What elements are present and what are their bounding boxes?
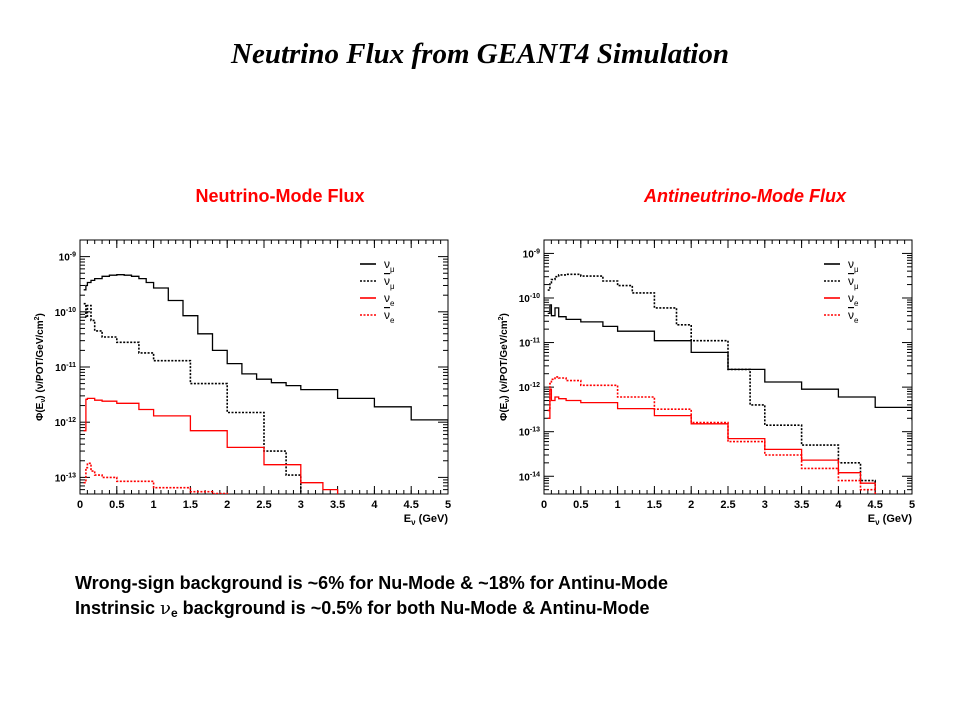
x-tick-label: 1.5 — [647, 499, 662, 511]
antineutrino-mode-flux-chart: 0 0.5 1 1.5 2 2.5 3 3.5 4 4.5 5 10-9 10-10 10-11 10-12… — [498, 239, 915, 527]
legend-label-3: νe — [384, 291, 395, 308]
x-tick-label: 2 — [688, 499, 694, 511]
y-tick-label: 10-11 — [519, 338, 540, 350]
y-tick-label: 10-14 — [519, 471, 540, 483]
slide-title: Neutrino Flux from GEANT4 Simulation — [231, 38, 729, 70]
x-tick-label: 0.5 — [573, 499, 588, 511]
x-tick-label: 3.5 — [330, 499, 345, 511]
x-tick-label: 2 — [224, 499, 230, 511]
legend-label-3: νe — [848, 291, 859, 308]
legend-label-4: νe — [384, 308, 395, 325]
x-tick-label: 5 — [445, 499, 451, 511]
x-tick-label: 3 — [298, 499, 304, 511]
background-notes: Wrong-sign background is ~6% for Nu-Mode… — [75, 571, 668, 626]
x-tick-label: 1 — [615, 499, 621, 511]
x-tick-label: 1.5 — [183, 499, 198, 511]
legend-label-1: νμ — [848, 257, 859, 274]
y-tick-label: 10-13 — [55, 472, 76, 484]
x-tick-label: 1 — [151, 499, 157, 511]
legend-label-2: νμ — [384, 274, 395, 291]
series-line-2 — [547, 273, 876, 490]
plot-area — [547, 273, 912, 494]
wrong-sign-note: Wrong-sign background is ~6% for Nu-Mode… — [75, 573, 669, 593]
series-line-4 — [547, 376, 876, 494]
series-line-3 — [83, 397, 339, 494]
x-axis-label: Eν (GeV) — [404, 513, 449, 527]
x-tick-label: 0 — [541, 499, 547, 511]
left-panel-title: Neutrino-Mode Flux — [195, 186, 365, 206]
y-tick-label: 10-12 — [55, 417, 76, 429]
x-tick-label: 0.5 — [109, 499, 124, 511]
intrinsic-note-start: Instrinsic — [75, 598, 161, 618]
x-tick-label: 2.5 — [256, 499, 271, 511]
y-tick-label: 10-10 — [519, 293, 540, 305]
y-axis-label: Φ(Eν) (ν/POT/GeV/cm2) — [498, 313, 511, 421]
x-tick-label: 0 — [77, 499, 83, 511]
y-axis-label: Φ(Eν) (ν/POT/GeV/cm2) — [34, 313, 47, 421]
series-line-1 — [547, 304, 912, 421]
x-tick-label: 3 — [762, 499, 768, 511]
y-tick-label: 10-11 — [55, 362, 76, 374]
intrinsic-nue-note: Instrinsic νe background is ~0.5% for bo… — [75, 596, 668, 626]
series-line-1 — [83, 274, 448, 437]
x-tick-label: 4.5 — [404, 499, 419, 511]
nu-symbol: ν — [160, 598, 171, 619]
series-line-2 — [83, 302, 302, 494]
y-tick-label: 10-9 — [523, 248, 540, 260]
x-tick-label: 4.5 — [868, 499, 883, 511]
x-tick-label: 4 — [371, 499, 378, 511]
y-tick-label: 10-13 — [519, 427, 540, 439]
x-tick-label: 3.5 — [794, 499, 809, 511]
series-line-4 — [83, 462, 228, 494]
plot-area — [83, 274, 448, 494]
series-line-3 — [547, 388, 876, 490]
legend-label-1: νμ — [384, 257, 395, 274]
x-tick-label: 4 — [835, 499, 842, 511]
x-tick-label: 5 — [909, 499, 915, 511]
nu-flavor-subscript: e — [170, 606, 178, 620]
x-tick-label: 2.5 — [720, 499, 735, 511]
neutrino-mode-flux-chart: 0 0.5 1 1.5 2 2.5 3 3.5 4 4.5 5 10-9 10-10 10-11 10-12… — [34, 239, 451, 527]
intrinsic-note-end: background is ~0.5% for both Nu-Mode & A… — [177, 598, 650, 618]
x-axis-label: Eν (GeV) — [868, 513, 913, 527]
legend-label-2: νμ — [848, 274, 859, 291]
y-tick-label: 10-9 — [59, 252, 76, 264]
y-tick-label: 10-10 — [55, 307, 76, 319]
legend-label-4: νe — [848, 308, 859, 325]
right-panel-title: Antineutrino-Mode Flux — [644, 186, 846, 206]
y-tick-label: 10-12 — [519, 382, 540, 394]
